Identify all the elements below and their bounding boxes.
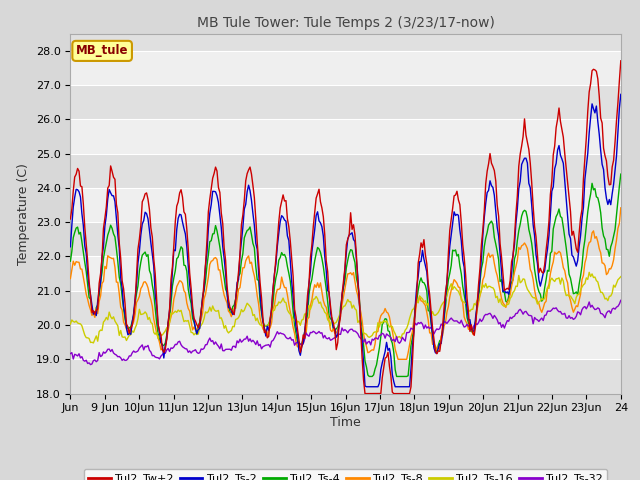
Bar — [70, 222, 621, 256]
Bar — [70, 85, 621, 120]
Bar — [70, 51, 621, 85]
Text: MB_tule: MB_tule — [76, 44, 129, 58]
Bar — [70, 154, 621, 188]
Bar — [70, 291, 621, 325]
Bar — [70, 325, 621, 360]
Legend: Tul2_Tw+2, Tul2_Ts-2, Tul2_Ts-4, Tul2_Ts-8, Tul2_Ts-16, Tul2_Ts-32: Tul2_Tw+2, Tul2_Ts-2, Tul2_Ts-4, Tul2_Ts… — [84, 469, 607, 480]
Bar — [70, 360, 621, 394]
Y-axis label: Temperature (C): Temperature (C) — [17, 163, 30, 264]
Bar — [70, 188, 621, 222]
Bar — [70, 120, 621, 154]
Title: MB Tule Tower: Tule Temps 2 (3/23/17-now): MB Tule Tower: Tule Temps 2 (3/23/17-now… — [196, 16, 495, 30]
Bar — [70, 256, 621, 291]
X-axis label: Time: Time — [330, 416, 361, 429]
